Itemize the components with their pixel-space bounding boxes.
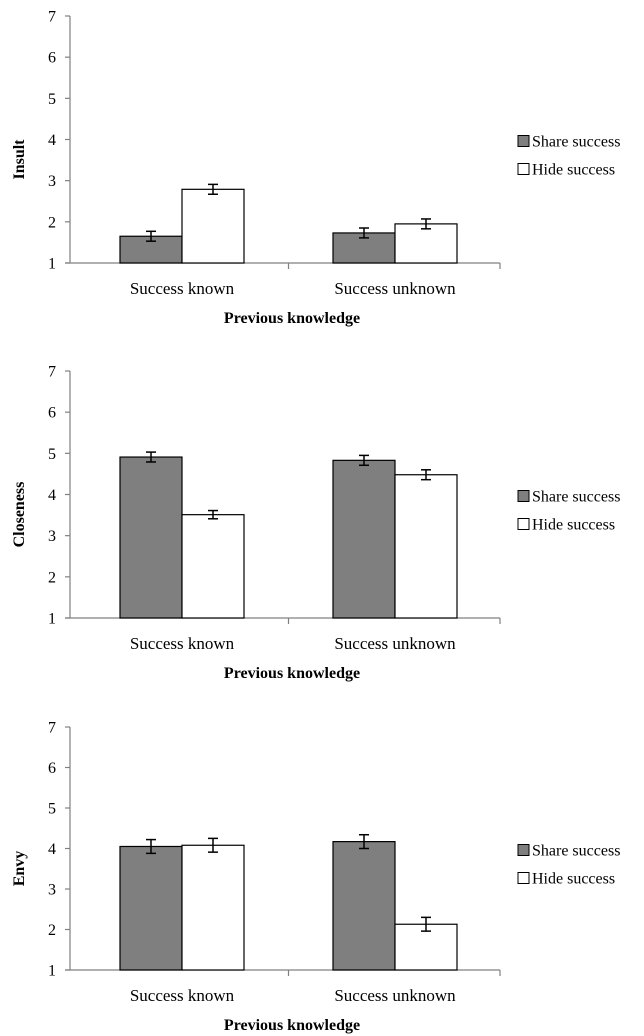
legend-label: Hide success (532, 517, 615, 534)
x-axis-title: Previous knowledge (224, 310, 360, 327)
y-tick-label: 5 (48, 91, 56, 108)
bar-hide-2 (394, 223, 458, 264)
bar-share-1 (119, 845, 183, 971)
category-label: Success known (130, 279, 235, 298)
bar-hide-1 (181, 844, 245, 971)
legend-swatch (517, 135, 530, 147)
y-tick-label: 7 (48, 9, 56, 26)
chart-panel-1: 1 2 3 4 5 6 7 Success known Success unknown Previ… (11, 9, 620, 328)
y-tick-label: 5 (48, 801, 56, 818)
bar-hide-1 (181, 188, 245, 264)
y-tick-label: 4 (48, 487, 56, 504)
legend-label: Hide success (532, 162, 615, 179)
bar-hide-2 (394, 474, 458, 619)
legend-label: Share success (532, 134, 620, 151)
y-tick-label: 2 (48, 214, 56, 231)
y-tick-label: 6 (48, 50, 56, 67)
legend-label: Share success (532, 489, 620, 506)
bar-share-1 (119, 456, 183, 619)
y-tick-label: 3 (48, 528, 56, 545)
y-tick-label: 6 (48, 760, 56, 777)
category-label: Success unknown (334, 634, 456, 653)
category-label: Success known (130, 986, 235, 1005)
x-axis-title: Previous knowledge (224, 665, 360, 682)
y-tick-label: 3 (48, 173, 56, 190)
category-label: Success unknown (334, 279, 456, 298)
y-tick-label: 1 (48, 963, 56, 980)
y-tick-label: 6 (48, 405, 56, 422)
chart-panel-3: 1 2 3 4 5 6 7 Success known Success unknown Previ… (11, 720, 620, 1035)
legend-swatch (517, 518, 530, 530)
legend: Share success Hide success (517, 843, 620, 888)
category-label: Success known (130, 634, 235, 653)
legend-swatch (517, 872, 530, 884)
legend: Share success Hide success (517, 489, 620, 534)
bar-share-2 (332, 459, 396, 619)
y-tick-label: 3 (48, 882, 56, 899)
y-tick-label: 2 (48, 569, 56, 586)
y-tick-label: 5 (48, 446, 56, 463)
y-axis-title: Insult (11, 139, 28, 180)
bar-share-2 (332, 841, 396, 971)
legend-swatch (517, 490, 530, 502)
legend-swatch (517, 163, 530, 175)
chart-panel-2: 1 2 3 4 5 6 7 Success known Success unknown Previ… (11, 364, 620, 683)
legend-label: Hide success (532, 871, 615, 888)
y-tick-label: 7 (48, 720, 56, 737)
category-label: Success unknown (334, 986, 456, 1005)
y-tick-label: 1 (48, 256, 56, 273)
legend-label: Share success (532, 843, 620, 860)
legend: Share success Hide success (517, 134, 620, 179)
y-tick-label: 4 (48, 841, 56, 858)
y-tick-label: 4 (48, 132, 56, 149)
y-tick-label: 1 (48, 611, 56, 628)
legend-swatch (517, 844, 530, 856)
x-axis-title: Previous knowledge (224, 1017, 360, 1034)
y-tick-label: 2 (48, 922, 56, 939)
y-axis-title: Envy (11, 851, 28, 887)
y-axis-title: Closeness (11, 482, 28, 548)
bar-hide-1 (181, 514, 245, 619)
y-tick-label: 7 (48, 364, 56, 381)
